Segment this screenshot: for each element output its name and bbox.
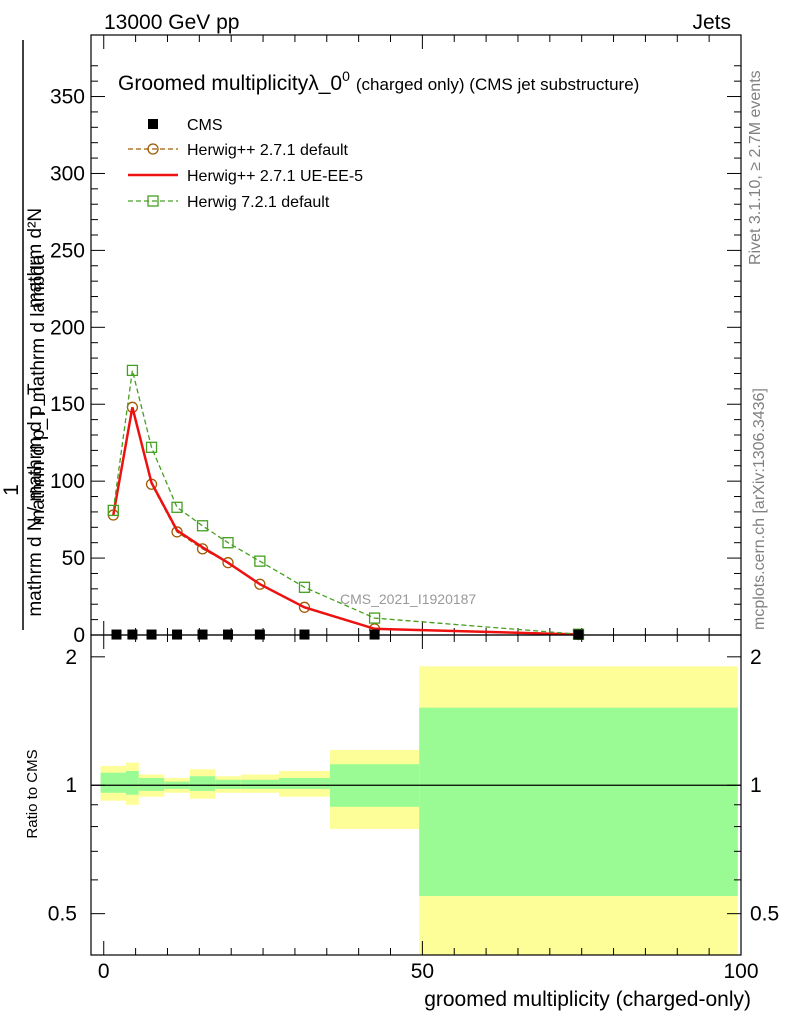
ratio-inner-band bbox=[278, 777, 330, 789]
ratio-inner-band bbox=[419, 707, 738, 897]
legend-label-herwigpp-ueee5: Herwig++ 2.7.1 UE-EE-5 bbox=[187, 168, 363, 185]
ratio-inner-band bbox=[215, 779, 241, 789]
series-2-point bbox=[254, 555, 266, 567]
main-panel: 0 50 100 150 200 250 300 350 Groomed multiplici… bbox=[0, 34, 742, 647]
y-label-denominator: mathrm d N / mathrm d p_T bbox=[25, 383, 46, 617]
series-2-point bbox=[171, 501, 183, 513]
series-2-point bbox=[196, 520, 209, 532]
chart-title: Groomed multiplicityλ_00 (charged only) (… bbox=[118, 68, 639, 95]
series-2-point bbox=[222, 537, 234, 549]
ratio-y-axis-label: Ratio to CMS bbox=[24, 749, 41, 838]
main-y-tick-label: 350 bbox=[50, 86, 85, 109]
header-jets-label: Jets bbox=[692, 11, 731, 34]
series-2-point bbox=[145, 441, 158, 453]
ratio-inner-band bbox=[240, 779, 279, 789]
x-tick-label: 50 bbox=[411, 960, 434, 983]
ratio-frame bbox=[90, 634, 742, 956]
x-tick-label: 0 bbox=[98, 960, 110, 983]
ratio-y-tick-label-right: 1 bbox=[750, 774, 762, 797]
rivet-version-label: Rivet 3.1.10, ≥ 2.7M events bbox=[747, 70, 764, 265]
series-0-point bbox=[196, 543, 209, 555]
ratio-y-tick-label-right: 0.5 bbox=[750, 903, 779, 926]
main-y-tick-label: 200 bbox=[50, 316, 85, 339]
main-axis-ticks: 0 50 100 150 200 250 300 350 bbox=[50, 35, 742, 647]
ratio-bands-layer bbox=[100, 666, 738, 955]
ratio-axis-ticks: 0.5 0.5 1 1 2 2 0 50 100 bbox=[48, 635, 779, 983]
legend: CMS Herwig++ 2.7.1 default Herwig++ 2.7.… bbox=[128, 117, 363, 211]
legend-label-herwig7-default: Herwig 7.2.1 default bbox=[187, 194, 330, 211]
y-label-numerator-line2: mathrm d p_T mathrm d lambda bbox=[28, 254, 49, 525]
series-0-point bbox=[171, 526, 183, 538]
ratio-inner-band bbox=[100, 772, 127, 793]
y-label-prefix: 1 bbox=[0, 484, 23, 496]
ratio-inner-band bbox=[126, 770, 139, 795]
series-2-point bbox=[107, 504, 119, 517]
chart-title-main: Groomed multiplicityλ_0 bbox=[118, 72, 342, 95]
main-y-tick-label: 50 bbox=[62, 547, 85, 570]
analysis-watermark: CMS_2021_I1920187 bbox=[340, 591, 476, 607]
series-line-1 bbox=[112, 406, 579, 636]
series-2-point bbox=[126, 364, 139, 377]
series-2-point bbox=[368, 612, 381, 624]
ratio-panel: 0.5 0.5 1 1 2 2 0 50 100 Ratio to CMS groomed mu… bbox=[24, 634, 779, 1011]
mcplots-label: mcplots.cern.ch [arXiv:1306.3436] bbox=[751, 388, 768, 630]
main-y-tick-label: 100 bbox=[50, 470, 85, 493]
ratio-inner-band bbox=[189, 776, 216, 791]
x-axis-label: groomed multiplicity (charged-only) bbox=[424, 988, 751, 1011]
ratio-y-tick-label: 2 bbox=[65, 646, 77, 669]
legend-label-herwigpp-default: Herwig++ 2.7.1 default bbox=[187, 142, 349, 159]
series-line-2 bbox=[112, 370, 579, 635]
main-y-tick-label: 150 bbox=[50, 393, 85, 416]
y-label-numerator-line1: mathrm d²N bbox=[25, 208, 46, 308]
legend-marker-herwigpp-default bbox=[147, 143, 159, 155]
chart-title-suffix: (charged only) (CMS jet substructure) bbox=[356, 75, 639, 94]
header-energy-label: 13000 GeV pp bbox=[104, 11, 239, 34]
ratio-inner-band bbox=[138, 777, 165, 791]
ratio-y-tick-label: 1 bbox=[65, 774, 77, 797]
ratio-y-tick-label-right: 2 bbox=[750, 646, 762, 669]
legend-marker-herwig7-default bbox=[147, 195, 159, 207]
main-y-axis-label: mathrm d²N mathrm d p_T mathrm d lambda … bbox=[0, 40, 49, 630]
main-y-tick-label: 0 bbox=[73, 624, 85, 647]
x-tick-label: 100 bbox=[723, 960, 758, 983]
series-0-point bbox=[254, 578, 266, 590]
series-2-point bbox=[298, 581, 311, 593]
ratio-y-tick-label: 0.5 bbox=[48, 903, 77, 926]
main-y-tick-label: 250 bbox=[50, 239, 85, 262]
series-0-point bbox=[222, 557, 234, 569]
series-0-point bbox=[298, 601, 311, 613]
main-y-tick-label: 300 bbox=[50, 162, 85, 185]
legend-marker-cms bbox=[148, 119, 158, 129]
chart-title-superscript: 0 bbox=[342, 68, 350, 84]
legend-label-cms: CMS bbox=[187, 117, 223, 134]
